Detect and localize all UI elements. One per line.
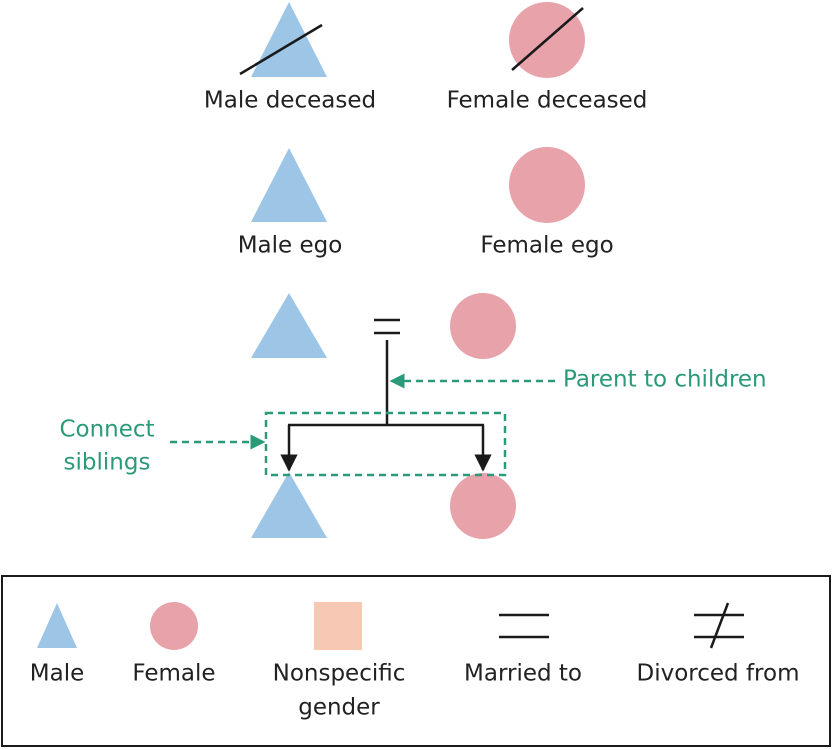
label: Female deceased [447, 88, 648, 114]
legend-label: gender [298, 695, 380, 721]
female-symbol [509, 147, 585, 223]
label: Female ego [480, 233, 613, 259]
male-symbol [251, 293, 327, 358]
legend-female [150, 602, 198, 650]
male-symbol [251, 472, 327, 538]
legend-label: Female [132, 661, 215, 687]
legend-nonspecific [314, 602, 362, 650]
deceased-slash [511, 7, 584, 71]
legend-male [37, 603, 77, 648]
legend-divorced [709, 602, 730, 649]
male-symbol [251, 2, 327, 77]
deceased-slash [239, 23, 323, 76]
label: Male deceased [204, 88, 376, 114]
legend-label: Divorced from [637, 661, 800, 687]
label: Male ego [238, 233, 343, 259]
annotation: Parent to children [563, 367, 767, 393]
female-symbol [450, 473, 516, 539]
male-symbol [251, 148, 327, 222]
legend-label: Male [30, 661, 84, 687]
annotation: Connect [59, 417, 154, 443]
legend-label: Nonspecific [273, 661, 406, 687]
female-symbol [450, 293, 516, 359]
annotation: siblings [64, 450, 151, 476]
sibling-box [264, 411, 507, 477]
legend-box [1, 575, 831, 747]
legend-label: Married to [464, 661, 582, 687]
